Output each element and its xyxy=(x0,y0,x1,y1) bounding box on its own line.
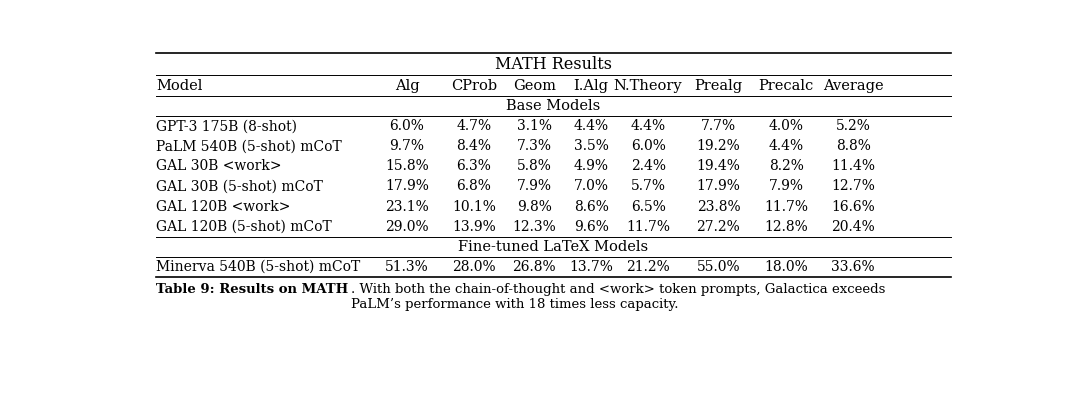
Text: 5.8%: 5.8% xyxy=(517,159,552,173)
Text: 20.4%: 20.4% xyxy=(832,220,875,234)
Text: CProb: CProb xyxy=(451,79,497,93)
Text: 17.9%: 17.9% xyxy=(386,180,429,194)
Text: Geom: Geom xyxy=(513,79,556,93)
Text: 8.2%: 8.2% xyxy=(769,159,804,173)
Text: 6.5%: 6.5% xyxy=(631,199,665,213)
Text: Fine-tuned LaTeX Models: Fine-tuned LaTeX Models xyxy=(458,239,649,253)
Text: 21.2%: 21.2% xyxy=(626,260,670,274)
Text: 11.4%: 11.4% xyxy=(832,159,875,173)
Text: Prealg: Prealg xyxy=(694,79,742,93)
Text: 3.5%: 3.5% xyxy=(573,139,609,153)
Text: Base Models: Base Models xyxy=(507,99,600,113)
Text: 29.0%: 29.0% xyxy=(386,220,429,234)
Text: 7.9%: 7.9% xyxy=(769,180,804,194)
Text: 17.9%: 17.9% xyxy=(697,180,740,194)
Text: 19.2%: 19.2% xyxy=(697,139,740,153)
Text: Average: Average xyxy=(823,79,883,93)
Text: 7.7%: 7.7% xyxy=(701,119,735,133)
Text: Alg: Alg xyxy=(394,79,419,93)
Text: 8.8%: 8.8% xyxy=(836,139,870,153)
Text: GAL 30B <work>: GAL 30B <work> xyxy=(156,159,282,173)
Text: 23.8%: 23.8% xyxy=(697,199,740,213)
Text: Minerva 540B (5-shot) mCoT: Minerva 540B (5-shot) mCoT xyxy=(156,260,360,274)
Text: 51.3%: 51.3% xyxy=(386,260,429,274)
Text: GPT-3 175B (8-shot): GPT-3 175B (8-shot) xyxy=(156,119,297,133)
Text: 8.6%: 8.6% xyxy=(573,199,609,213)
Text: 28.0%: 28.0% xyxy=(453,260,496,274)
Text: 11.7%: 11.7% xyxy=(626,220,670,234)
Text: 11.7%: 11.7% xyxy=(765,199,808,213)
Text: N.Theory: N.Theory xyxy=(613,79,683,93)
Text: 55.0%: 55.0% xyxy=(697,260,740,274)
Text: 6.0%: 6.0% xyxy=(390,119,424,133)
Text: 5.7%: 5.7% xyxy=(631,180,665,194)
Text: 4.0%: 4.0% xyxy=(769,119,804,133)
Text: I.Alg: I.Alg xyxy=(573,79,609,93)
Text: 7.9%: 7.9% xyxy=(516,180,552,194)
Text: 6.8%: 6.8% xyxy=(457,180,491,194)
Text: GAL 120B <work>: GAL 120B <work> xyxy=(156,199,291,213)
Text: 12.7%: 12.7% xyxy=(832,180,875,194)
Text: Table 9: Results on MATH: Table 9: Results on MATH xyxy=(156,283,348,296)
Text: 4.4%: 4.4% xyxy=(631,119,665,133)
Text: . With both the chain-of-thought and <work> token prompts, Galactica exceeds
PaL: . With both the chain-of-thought and <wo… xyxy=(351,283,886,311)
Text: 26.8%: 26.8% xyxy=(512,260,556,274)
Text: Precalc: Precalc xyxy=(758,79,814,93)
Text: 4.7%: 4.7% xyxy=(457,119,491,133)
Text: 8.4%: 8.4% xyxy=(457,139,491,153)
Text: 7.0%: 7.0% xyxy=(573,180,609,194)
Text: PaLM 540B (5-shot) mCoT: PaLM 540B (5-shot) mCoT xyxy=(156,139,341,153)
Text: GAL 30B (5-shot) mCoT: GAL 30B (5-shot) mCoT xyxy=(156,180,323,194)
Text: GAL 120B (5-shot) mCoT: GAL 120B (5-shot) mCoT xyxy=(156,220,332,234)
Text: 5.2%: 5.2% xyxy=(836,119,870,133)
Text: MATH Results: MATH Results xyxy=(495,56,612,73)
Text: 15.8%: 15.8% xyxy=(386,159,429,173)
Text: 27.2%: 27.2% xyxy=(697,220,740,234)
Text: 9.7%: 9.7% xyxy=(390,139,424,153)
Text: 3.1%: 3.1% xyxy=(516,119,552,133)
Text: 12.8%: 12.8% xyxy=(765,220,808,234)
Text: 4.9%: 4.9% xyxy=(573,159,609,173)
Text: 19.4%: 19.4% xyxy=(697,159,740,173)
Text: 6.0%: 6.0% xyxy=(631,139,665,153)
Text: 7.3%: 7.3% xyxy=(516,139,552,153)
Text: 6.3%: 6.3% xyxy=(457,159,491,173)
Text: 4.4%: 4.4% xyxy=(769,139,804,153)
Text: Model: Model xyxy=(156,79,202,93)
Text: 4.4%: 4.4% xyxy=(573,119,609,133)
Text: 10.1%: 10.1% xyxy=(453,199,496,213)
Text: 9.6%: 9.6% xyxy=(573,220,609,234)
Text: 23.1%: 23.1% xyxy=(386,199,429,213)
Text: 9.8%: 9.8% xyxy=(517,199,552,213)
Text: 18.0%: 18.0% xyxy=(765,260,808,274)
Text: 16.6%: 16.6% xyxy=(832,199,875,213)
Text: 2.4%: 2.4% xyxy=(631,159,665,173)
Text: 12.3%: 12.3% xyxy=(512,220,556,234)
Text: 13.9%: 13.9% xyxy=(453,220,496,234)
Text: 33.6%: 33.6% xyxy=(832,260,875,274)
Text: 13.7%: 13.7% xyxy=(569,260,613,274)
